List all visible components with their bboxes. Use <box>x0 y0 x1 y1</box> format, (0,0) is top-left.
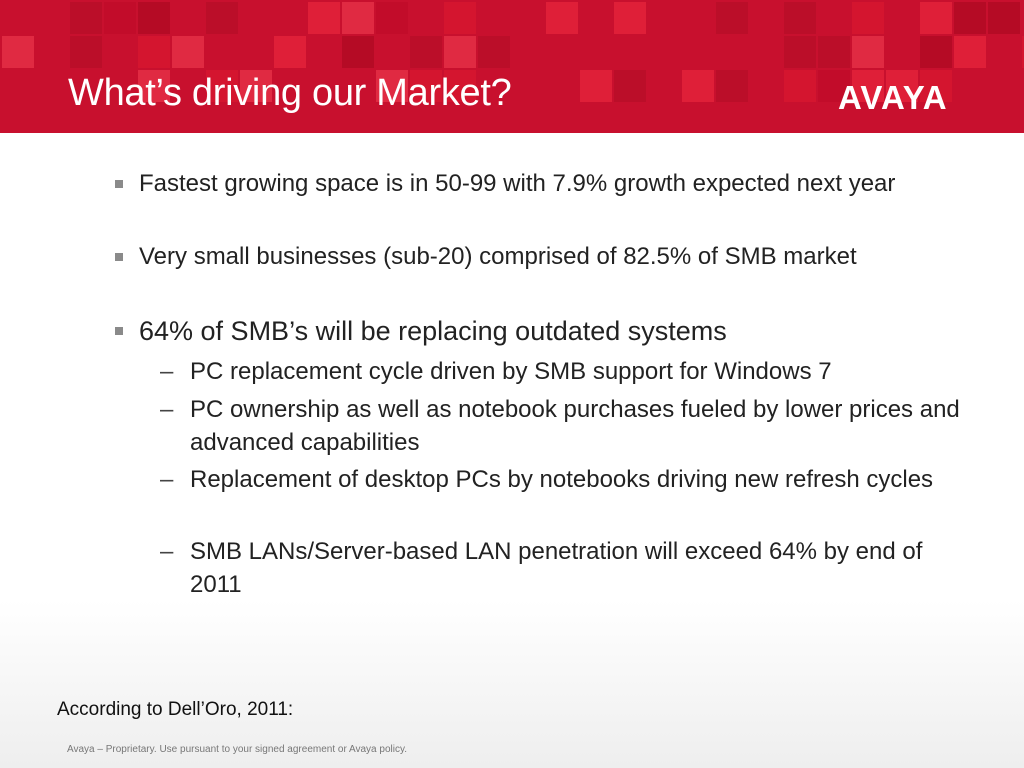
header-tile <box>138 2 170 34</box>
dash-bullet-icon: – <box>160 396 174 423</box>
bullet-text: Fastest growing space is in 50-99 with 7… <box>139 170 896 197</box>
footer-disclaimer: Avaya – Proprietary. Use pursuant to you… <box>67 744 407 755</box>
header-tile <box>784 70 816 102</box>
header-tile <box>376 2 408 34</box>
square-bullet-icon <box>115 327 123 335</box>
bullet-item: 64% of SMB’s will be replacing outdated … <box>115 315 929 347</box>
background-fade <box>0 600 1024 768</box>
square-bullet-icon <box>115 180 123 188</box>
source-note: According to Dell’Oro, 2011: <box>57 699 294 720</box>
header-tile <box>818 36 850 68</box>
header-tile <box>682 70 714 102</box>
header-tile <box>342 36 374 68</box>
header-tile <box>852 36 884 68</box>
header-tile <box>954 2 986 34</box>
header-tile <box>342 2 374 34</box>
sub-bullet-text: PC ownership as well as notebook purchas… <box>190 396 960 456</box>
header-tile <box>716 2 748 34</box>
sub-bullet-text: PC replacement cycle driven by SMB suppo… <box>190 358 832 385</box>
sub-bullet-text: SMB LANs/Server-based LAN penetration wi… <box>190 538 923 598</box>
dash-bullet-icon: – <box>160 538 174 565</box>
dash-bullet-icon: – <box>160 466 174 493</box>
header-tile <box>70 36 102 68</box>
header-tile <box>138 70 170 102</box>
header-tile <box>444 2 476 34</box>
sub-bullet-text: Replacement of desktop PCs by notebooks … <box>190 466 934 493</box>
header-tile <box>206 2 238 34</box>
header-tile <box>852 2 884 34</box>
header-tile <box>614 70 646 102</box>
header-tile <box>138 36 170 68</box>
avaya-logo: AVAYA <box>838 79 948 116</box>
header-tile <box>580 70 612 102</box>
header-tile <box>818 70 850 102</box>
header-tile <box>920 36 952 68</box>
bullet-text: Very small businesses (sub-20) comprised… <box>139 243 857 270</box>
sub-bullet-item: – Replacement of desktop PCs by notebook… <box>160 463 980 496</box>
header-tile <box>954 36 986 68</box>
sub-bullet-item: – SMB LANs/Server-based LAN penetration … <box>160 535 980 601</box>
header-tile <box>614 2 646 34</box>
header-tile <box>172 36 204 68</box>
header-tile <box>444 70 476 102</box>
header-tile <box>104 2 136 34</box>
header-tile <box>716 70 748 102</box>
header-tile <box>478 36 510 68</box>
sub-bullet-item: – PC replacement cycle driven by SMB sup… <box>160 355 980 388</box>
header-tile <box>274 36 306 68</box>
header-tile <box>988 2 1020 34</box>
header-tile <box>206 70 238 102</box>
header-tile <box>784 36 816 68</box>
header-tile <box>70 2 102 34</box>
header-tile <box>920 70 952 102</box>
header-tile <box>852 70 884 102</box>
sub-bullet-item: – PC ownership as well as notebook purch… <box>160 393 980 459</box>
bullet-item: Fastest growing space is in 50-99 with 7… <box>115 168 929 200</box>
header-tile <box>2 36 34 68</box>
header-tile <box>886 70 918 102</box>
slide-header: What’s driving our Market? AVAYA <box>0 0 1024 133</box>
header-tile <box>308 2 340 34</box>
header-tile <box>784 2 816 34</box>
square-bullet-icon <box>115 253 123 261</box>
header-tile <box>376 70 408 102</box>
header-tile <box>410 36 442 68</box>
header-tile <box>920 2 952 34</box>
header-tile <box>410 70 442 102</box>
dash-bullet-icon: – <box>160 358 174 385</box>
header-tile <box>240 70 272 102</box>
bullet-item: Very small businesses (sub-20) comprised… <box>115 241 929 273</box>
header-tile <box>546 2 578 34</box>
slide-title: What’s driving our Market? <box>68 72 512 114</box>
header-tile <box>1022 36 1024 68</box>
bullet-text: 64% of SMB’s will be replacing outdated … <box>139 316 727 346</box>
header-tile <box>444 36 476 68</box>
